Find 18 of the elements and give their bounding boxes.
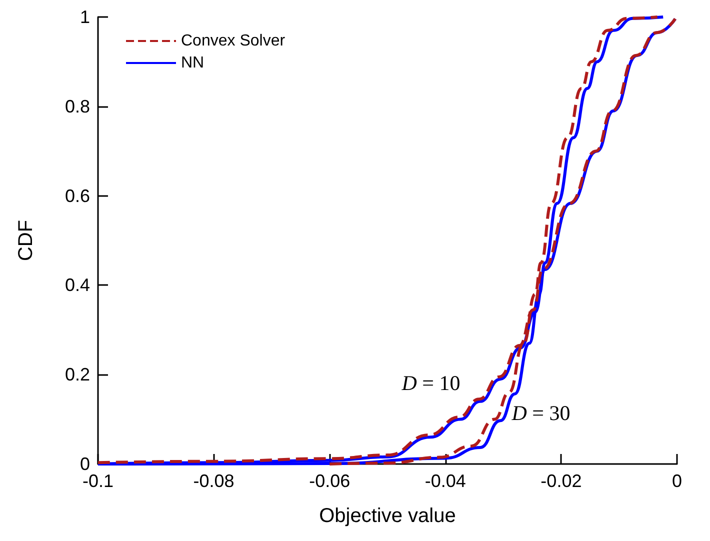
x-tick-label: -0.02 bbox=[540, 471, 582, 491]
y-tick-label: 0.6 bbox=[64, 186, 90, 206]
x-tick-label: 0 bbox=[672, 471, 682, 491]
y-tick-label: 0.2 bbox=[64, 364, 90, 385]
y-tick-label: 0 bbox=[80, 454, 90, 474]
annotation: D = 30 bbox=[510, 401, 570, 425]
x-tick-label: -0.04 bbox=[424, 471, 466, 491]
x-tick-label: -0.1 bbox=[82, 471, 114, 491]
y-axis-title: CDF bbox=[15, 220, 37, 262]
y-tick-label: 0.8 bbox=[64, 96, 90, 116]
legend-label: Convex Solver bbox=[181, 32, 286, 50]
x-tick-label: -0.06 bbox=[309, 471, 350, 491]
x-tick-label: -0.08 bbox=[193, 471, 234, 491]
y-tick-label: 1 bbox=[80, 7, 90, 27]
legend-label: NN bbox=[181, 54, 204, 72]
x-axis-title: Objective value bbox=[319, 505, 456, 527]
annotation: D = 10 bbox=[400, 371, 460, 395]
y-tick-label: 0.4 bbox=[64, 275, 90, 296]
